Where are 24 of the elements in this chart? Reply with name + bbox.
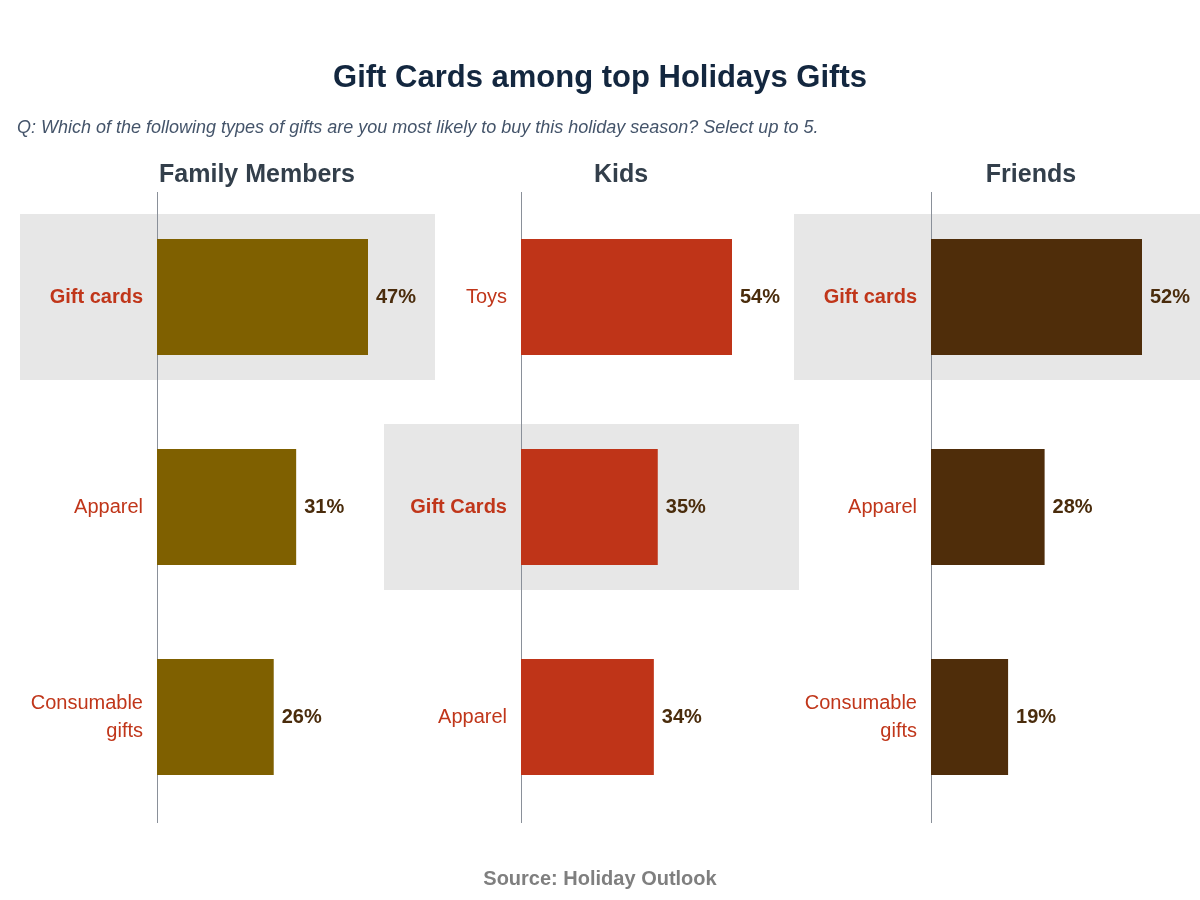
text: Gift Cards among top Holidays Gifts xyxy=(332,58,868,96)
y-tick-label: Consumable gifts xyxy=(804,690,917,741)
y-tick-label: Toys xyxy=(465,284,507,307)
data-label: 31% xyxy=(304,494,345,517)
data-label: 19% xyxy=(1016,704,1057,727)
data-label: 34% xyxy=(661,704,703,727)
data-label: 47% xyxy=(376,284,417,307)
chart-title: Friends xyxy=(984,158,1078,188)
y-tick-label: Apparel xyxy=(848,494,917,517)
data-label: 52% xyxy=(1150,284,1191,307)
y-tick-label: Gift Cards xyxy=(410,494,507,517)
chart-title: Kids xyxy=(592,158,650,188)
y-tick-label: Gift cards xyxy=(49,284,143,307)
chart-title: Family Members xyxy=(158,158,356,188)
data-label: 26% xyxy=(281,704,322,727)
y-tick-label: Apparel xyxy=(74,494,143,517)
source-note: Source: Holiday Outlook xyxy=(482,866,718,891)
text: Q: Which of the following types of gifts are you most likely to buy this holiday season? Select up to 5. xyxy=(16,116,820,138)
data-label: 28% xyxy=(1052,494,1093,517)
y-tick-label: Gift cards xyxy=(823,284,917,307)
y-tick-label: Consumable gifts xyxy=(30,690,143,741)
y-tick-label: Apparel xyxy=(438,704,507,727)
data-label: 35% xyxy=(665,494,707,517)
data-label: 54% xyxy=(740,284,781,307)
